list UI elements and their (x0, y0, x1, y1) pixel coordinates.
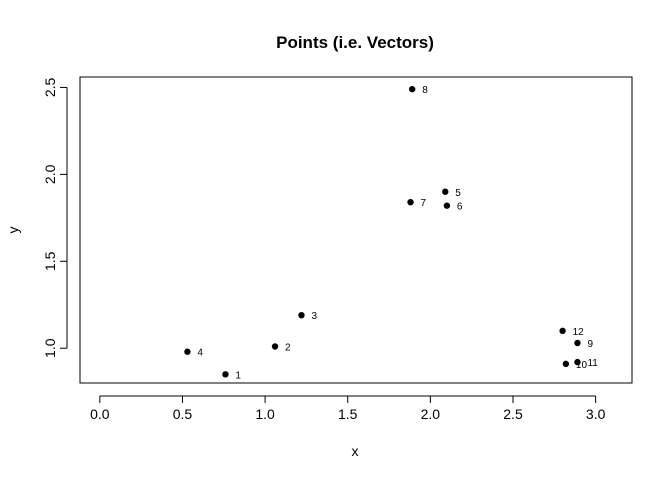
data-point-label: 7 (421, 198, 427, 209)
x-tick-label: 1.5 (338, 406, 358, 422)
data-point-label: 5 (455, 188, 461, 199)
data-point-label: 3 (311, 311, 317, 322)
data-point (407, 198, 414, 206)
data-point (184, 348, 191, 355)
data-point-label: 12 (573, 327, 585, 338)
x-tick-label: 2.0 (421, 406, 441, 422)
data-point (222, 371, 229, 378)
x-tick-label: 3.0 (586, 406, 606, 422)
x-tick-label: 2.5 (503, 406, 523, 422)
x-axis: 0.0 0.5 1.0 1.5 2.0 2.5 3.0 (90, 395, 606, 422)
data-point (559, 327, 566, 335)
chart-title: Points (i.e. Vectors) (276, 33, 434, 52)
data-point-label: 10 (576, 360, 588, 371)
data-point (562, 360, 570, 368)
data-point (574, 339, 581, 347)
data-point-label: 1 (235, 370, 241, 381)
x-tick-label: 0.5 (173, 406, 193, 422)
y-tick-label: 1.5 (42, 251, 58, 271)
y-axis: 1.0 1.5 2.0 2.5 (42, 77, 68, 358)
y-tick-label: 2.5 (42, 77, 58, 97)
x-axis-label: x (352, 443, 359, 459)
data-point (271, 343, 279, 350)
data-point (443, 202, 451, 209)
x-tick-label: 0.0 (90, 406, 110, 422)
data-point (408, 85, 416, 93)
data-point-label: 8 (422, 85, 428, 96)
data-point-label: 9 (587, 339, 593, 350)
data-point-label: 11 (587, 358, 598, 369)
plot-area-frame (79, 76, 633, 384)
data-point-label: 2 (285, 342, 291, 353)
data-point (298, 311, 305, 319)
data-point (442, 188, 449, 195)
data-point-label: 6 (457, 202, 463, 213)
data-point (574, 358, 581, 366)
y-tick-label: 1.0 (42, 338, 58, 358)
data-point-label: 4 (197, 348, 203, 359)
y-tick-label: 2.0 (42, 164, 58, 184)
y-axis-label: y (5, 227, 21, 234)
x-tick-label: 1.0 (255, 406, 275, 422)
